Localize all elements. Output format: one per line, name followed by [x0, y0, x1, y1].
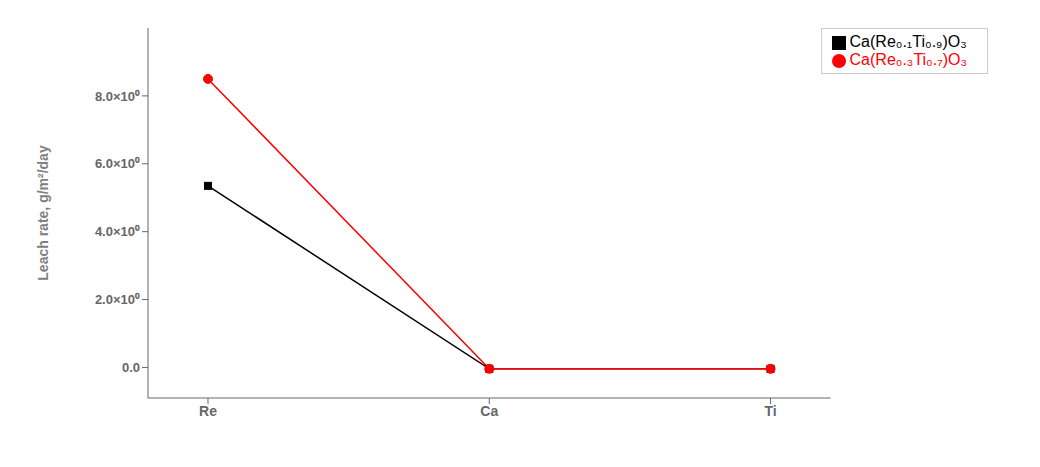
svg-text:Ca: Ca: [480, 403, 498, 419]
html-text:Ca(Re₀.₃Ti₀.₇)O₃: Ca(Re₀.₃Ti₀.₇)O₃: [849, 51, 967, 68]
svg-text:4.0×10⁰: 4.0×10⁰: [95, 224, 140, 239]
svg-text:Re: Re: [199, 403, 217, 419]
html-text:Ca(Re₀.₁Ti₀.₉)O₃: Ca(Re₀.₁Ti₀.₉)O₃: [849, 33, 967, 50]
svg-text:2.0×10⁰: 2.0×10⁰: [95, 292, 140, 307]
svg-text:6.0×10⁰: 6.0×10⁰: [95, 156, 140, 171]
svg-text:0.0: 0.0: [122, 360, 140, 375]
svg-text:8.0×10⁰: 8.0×10⁰: [95, 89, 140, 104]
svg-text:Leach rate, g/m²/day: Leach rate, g/m²/day: [35, 145, 51, 281]
svg-text:Ti: Ti: [764, 403, 776, 419]
